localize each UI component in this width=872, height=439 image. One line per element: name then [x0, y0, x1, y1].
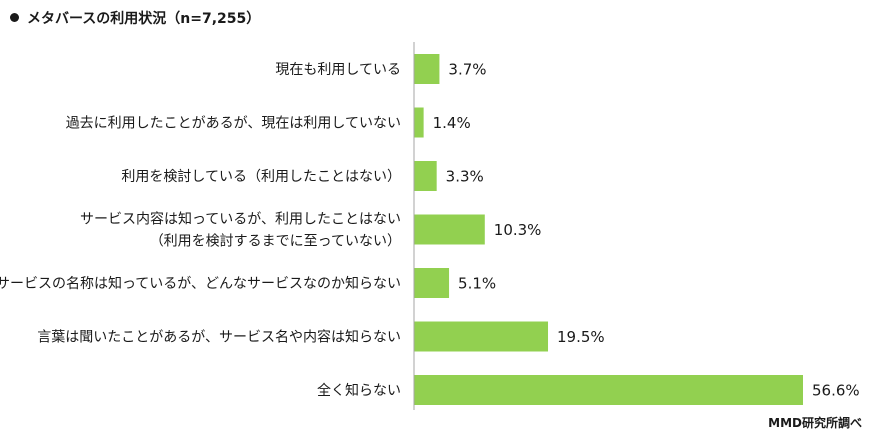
bar-5 [414, 268, 450, 298]
category-label-4-line-1: サービス内容は知っているが、利用したことはない [80, 211, 401, 228]
value-label-7: 56.6% [812, 382, 860, 400]
category-label-5: サービスの名称は知っているが、どんなサービスなのか知らない [0, 275, 401, 292]
value-label-4: 10.3% [494, 221, 542, 239]
bar-6 [414, 321, 549, 352]
category-label-3: 利用を検討している（利用したことはない） [121, 169, 401, 185]
value-label-3: 3.3% [446, 168, 484, 186]
bar-3 [414, 161, 437, 191]
bar-1 [414, 54, 440, 84]
value-label-1: 3.7% [448, 61, 486, 79]
category-label-4-line-2: （利用を検討するまでに至っていない） [150, 234, 401, 250]
category-label-7: 全く知らない [317, 382, 401, 399]
bar-2 [414, 107, 424, 138]
category-label-2: 過去に利用したことがあるが、現在は利用していない [66, 116, 401, 132]
chart-title-text: メタバースの利用状況（n=7,255） [27, 11, 261, 27]
bullet-icon [10, 13, 19, 22]
category-label-6: 言葉は聞いたことがあるが、サービス名や内容は知らない [37, 329, 401, 346]
value-label-2: 1.4% [433, 114, 471, 132]
bar-4 [414, 214, 485, 245]
value-label-5: 5.1% [458, 275, 496, 293]
source-credit: MMD研究所調べ [768, 416, 862, 430]
category-label-1: 現在も利用している [275, 62, 401, 78]
bar-7 [414, 375, 803, 405]
chart-title: メタバースの利用状況（n=7,255） [10, 8, 260, 28]
value-label-6: 19.5% [557, 328, 605, 346]
